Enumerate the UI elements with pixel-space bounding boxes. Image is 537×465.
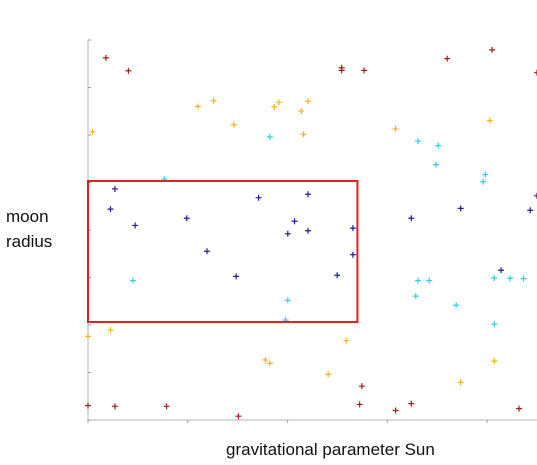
data-point-s3-1 [125,67,132,74]
data-point-s1-15 [491,321,498,328]
data-point-s2-13 [325,371,332,378]
data-point-s1-7 [412,293,419,300]
data-point-s3-8 [235,413,242,420]
data-point-s0-17 [527,207,534,214]
data-point-s0-4 [203,248,210,255]
highlight-rectangle [87,179,359,323]
data-point-s1-2 [266,133,273,140]
data-point-s1-0 [129,277,136,284]
data-point-s2-16 [457,379,464,386]
data-point-s1-17 [520,275,527,282]
data-point-s0-1 [107,206,114,213]
data-point-s1-10 [432,161,439,168]
y-axis-label: moon radius [6,204,52,254]
data-point-s2-5 [230,121,237,128]
data-point-s1-5 [415,138,422,145]
data-point-s1-14 [491,274,498,281]
data-point-s0-9 [305,227,312,234]
data-point-s1-13 [482,171,489,178]
data-point-s1-6 [415,277,422,284]
data-point-s3-12 [408,400,415,407]
data-point-s3-10 [358,383,365,390]
data-point-s3-5 [85,402,91,409]
data-point-s2-15 [392,125,399,132]
data-point-s2-1 [85,333,91,340]
data-point-s1-11 [453,302,460,309]
data-point-s2-2 [107,326,114,333]
data-point-s3-9 [356,401,363,408]
data-point-s0-13 [349,251,356,258]
data-point-s2-17 [486,117,493,124]
data-point-s0-11 [334,272,341,279]
y-axis-label-line-1: moon [6,207,49,226]
data-point-s2-9 [275,99,282,106]
data-point-s1-3 [284,297,291,304]
data-point-s1-16 [507,275,514,282]
highlight-region [87,179,359,323]
data-point-s3-0 [102,54,109,61]
data-point-s3-14 [489,46,496,53]
data-point-s0-16 [498,267,505,274]
data-point-s2-11 [300,131,307,138]
data-point-s3-16 [516,405,523,412]
x-axis-label: gravitational parameter Sun [226,440,435,459]
data-point-s2-18 [491,358,498,365]
y-axis-label-line-2: radius [6,232,53,251]
data-point-s2-8 [271,103,278,110]
data-point-s0-8 [291,218,298,225]
data-point-s0-12 [349,225,356,232]
data-point-s0-3 [183,215,190,222]
data-point-s1-8 [426,277,433,284]
axes [87,39,537,423]
data-point-s0-0 [111,185,118,192]
data-point-s0-7 [284,230,291,237]
data-point-s2-4 [210,97,217,104]
data-point-s3-13 [444,55,451,62]
data-point-s0-10 [305,191,312,198]
data-point-s3-6 [111,403,118,410]
data-point-s2-14 [343,337,350,344]
data-point-s2-6 [262,356,269,363]
data-point-s0-14 [408,215,415,222]
data-point-s3-11 [392,407,399,414]
data-point-s2-12 [305,98,312,105]
data-point-s2-10 [298,108,305,115]
data-point-s0-6 [255,194,262,201]
data-point-s1-12 [480,178,487,185]
data-point-s1-9 [435,142,442,149]
data-point-s3-15 [534,69,537,76]
data-point-s0-5 [233,273,240,280]
data-point-s0-2 [132,222,139,229]
data-point-s3-3 [338,64,345,71]
data-point-s0-18 [534,192,537,199]
data-point-s3-4 [361,67,368,74]
data-point-s3-7 [163,403,170,410]
data-points [85,46,537,420]
data-point-s2-7 [266,360,273,367]
data-point-s2-3 [195,103,202,110]
data-point-s2-0 [89,128,96,135]
data-point-s0-15 [457,205,464,212]
